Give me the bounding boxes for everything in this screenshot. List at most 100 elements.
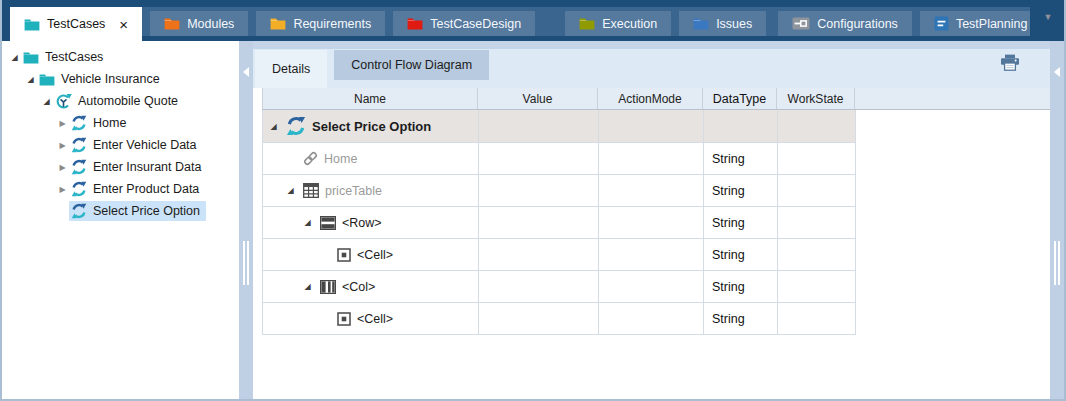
cell-value[interactable]: [479, 110, 599, 142]
teststep-icon: [286, 116, 306, 136]
cell-actionmode[interactable]: [599, 239, 704, 270]
expander-expanded-icon[interactable]: ◢: [301, 218, 314, 227]
configurations-icon: [792, 17, 810, 30]
expander-collapsed-icon[interactable]: ▶: [56, 163, 69, 172]
tree-item-vehicle-insurance[interactable]: ◢Vehicle Insurance: [2, 68, 239, 90]
table-row-cell[interactable]: <Cell> String: [263, 303, 856, 335]
cell-value[interactable]: [479, 239, 599, 270]
cell-name[interactable]: ◢<Row>: [263, 207, 479, 238]
tab-modules[interactable]: Modules: [150, 11, 248, 36]
left-splitter[interactable]: [239, 41, 253, 399]
cell-name[interactable]: ◢<Col>: [263, 271, 479, 302]
tab-configurations[interactable]: Configurations: [778, 11, 912, 36]
cell-datatype[interactable]: String: [704, 143, 778, 174]
cell-workstate[interactable]: [778, 110, 856, 142]
cell-value[interactable]: [479, 303, 599, 334]
tree-item-content: Enter Product Data: [69, 179, 205, 199]
tree-item-testcases[interactable]: ◢TestCases: [2, 46, 239, 68]
cell-name[interactable]: ◢priceTable: [263, 175, 479, 206]
details-panel: Details Control Flow Diagram Name Value …: [253, 41, 1050, 399]
expander-collapsed-icon[interactable]: ▶: [56, 185, 69, 194]
table-row-row[interactable]: ◢<Row> String: [263, 207, 856, 239]
column-header-value[interactable]: Value: [478, 88, 598, 109]
right-splitter[interactable]: [1050, 41, 1064, 399]
expander-expanded-icon[interactable]: ◢: [8, 53, 21, 62]
tab-testcases[interactable]: TestCases×: [10, 7, 142, 41]
expander-expanded-icon[interactable]: ◢: [267, 122, 280, 131]
tree-item-enter-product-data[interactable]: ▶ Enter Product Data: [2, 178, 239, 200]
tab-testcasedesign[interactable]: TestCaseDesign: [393, 11, 535, 36]
table-row-home[interactable]: Home String: [263, 143, 856, 175]
print-icon[interactable]: [1000, 54, 1020, 71]
cell-datatype[interactable]: String: [704, 207, 778, 238]
cell-name[interactable]: <Cell>: [263, 239, 479, 270]
column-header-name[interactable]: Name: [262, 88, 478, 109]
expander-expanded-icon[interactable]: ◢: [40, 97, 53, 106]
tree-item-content: Automobile Quote: [53, 91, 184, 112]
column-header-workstate[interactable]: WorkState: [777, 88, 855, 109]
tree-item-label: Enter Vehicle Data: [93, 138, 197, 152]
cell-workstate[interactable]: [778, 175, 856, 206]
cell-actionmode[interactable]: [599, 271, 704, 302]
cell-value[interactable]: [479, 143, 599, 174]
folder-icon: [407, 17, 423, 30]
cell-actionmode[interactable]: [599, 143, 704, 174]
cell-datatype[interactable]: String: [704, 239, 778, 270]
tree-item-select-price-option[interactable]: Select Price Option: [2, 200, 239, 222]
expander-expanded-icon[interactable]: ◢: [301, 282, 314, 291]
tab-requirements[interactable]: Requirements: [256, 11, 385, 36]
tab-control-flow-diagram[interactable]: Control Flow Diagram: [334, 50, 489, 80]
cell-workstate[interactable]: [778, 271, 856, 302]
cell-actionmode[interactable]: [599, 207, 704, 238]
tab-label: TestPlanning: [956, 17, 1028, 31]
table-row-col[interactable]: ◢<Col> String: [263, 271, 856, 303]
cell-workstate[interactable]: [778, 239, 856, 270]
tree-item-home[interactable]: ▶Home: [2, 112, 239, 134]
cell-actionmode[interactable]: [599, 175, 704, 206]
left-splitter-grip[interactable]: [243, 241, 249, 285]
expander-collapsed-icon[interactable]: ▶: [56, 119, 69, 128]
cell-datatype[interactable]: String: [704, 271, 778, 302]
close-icon[interactable]: ×: [119, 17, 128, 32]
cell-name[interactable]: <Cell>: [263, 303, 479, 334]
tab-execution[interactable]: Execution: [565, 11, 671, 36]
table-row-pricetable[interactable]: ◢priceTable String: [263, 175, 856, 207]
expander-collapsed-icon[interactable]: ▶: [56, 141, 69, 150]
cell-value[interactable]: [479, 271, 599, 302]
tab-issues[interactable]: Issues: [679, 11, 766, 36]
expander-expanded-icon[interactable]: ◢: [24, 75, 37, 84]
cell-name[interactable]: Home: [263, 143, 479, 174]
collapse-left-icon[interactable]: [243, 67, 249, 77]
column-header-actionmode[interactable]: ActionMode: [598, 88, 703, 109]
right-splitter-grip[interactable]: [1054, 241, 1060, 285]
cell-workstate[interactable]: [778, 207, 856, 238]
cell-value[interactable]: [479, 175, 599, 206]
tab-overflow-caret-icon[interactable]: ▼: [1044, 12, 1053, 22]
tab-testplanning[interactable]: TestPlanning: [920, 11, 1042, 36]
tab-details-label: Details: [272, 62, 310, 76]
expander-expanded-icon[interactable]: ◢: [284, 186, 297, 195]
tab-label: Execution: [602, 17, 657, 31]
tab-details[interactable]: Details: [255, 50, 327, 88]
testplanning-icon: [934, 16, 949, 31]
cell-datatype[interactable]: String: [704, 303, 778, 334]
tree-item-automobile-quote[interactable]: ◢Automobile Quote: [2, 90, 239, 112]
collapse-right-icon[interactable]: [1054, 67, 1060, 77]
cell-workstate[interactable]: [778, 303, 856, 334]
column-header-datatype[interactable]: DataType: [703, 88, 777, 109]
cell-datatype[interactable]: String: [704, 175, 778, 206]
cell-datatype[interactable]: [704, 110, 778, 142]
teststep-icon: [71, 137, 87, 153]
table-row-select-price-option[interactable]: ◢Select Price Option: [263, 110, 856, 143]
cell-actionmode[interactable]: [599, 303, 704, 334]
cell-name[interactable]: ◢Select Price Option: [263, 110, 479, 142]
tree-item-label: Enter Product Data: [93, 182, 199, 196]
tree-item-enter-vehicle-data[interactable]: ▶ Enter Vehicle Data: [2, 134, 239, 156]
cell-workstate[interactable]: [778, 143, 856, 174]
app-window: TestCases× Modules Requirements TestCaseDes…: [0, 0, 1066, 401]
cell-actionmode[interactable]: [599, 110, 704, 142]
tree-item-enter-insurant-data[interactable]: ▶Enter Insurant Data: [2, 156, 239, 178]
folder-icon: [270, 17, 286, 30]
table-row-cell[interactable]: <Cell> String: [263, 239, 856, 271]
cell-value[interactable]: [479, 207, 599, 238]
